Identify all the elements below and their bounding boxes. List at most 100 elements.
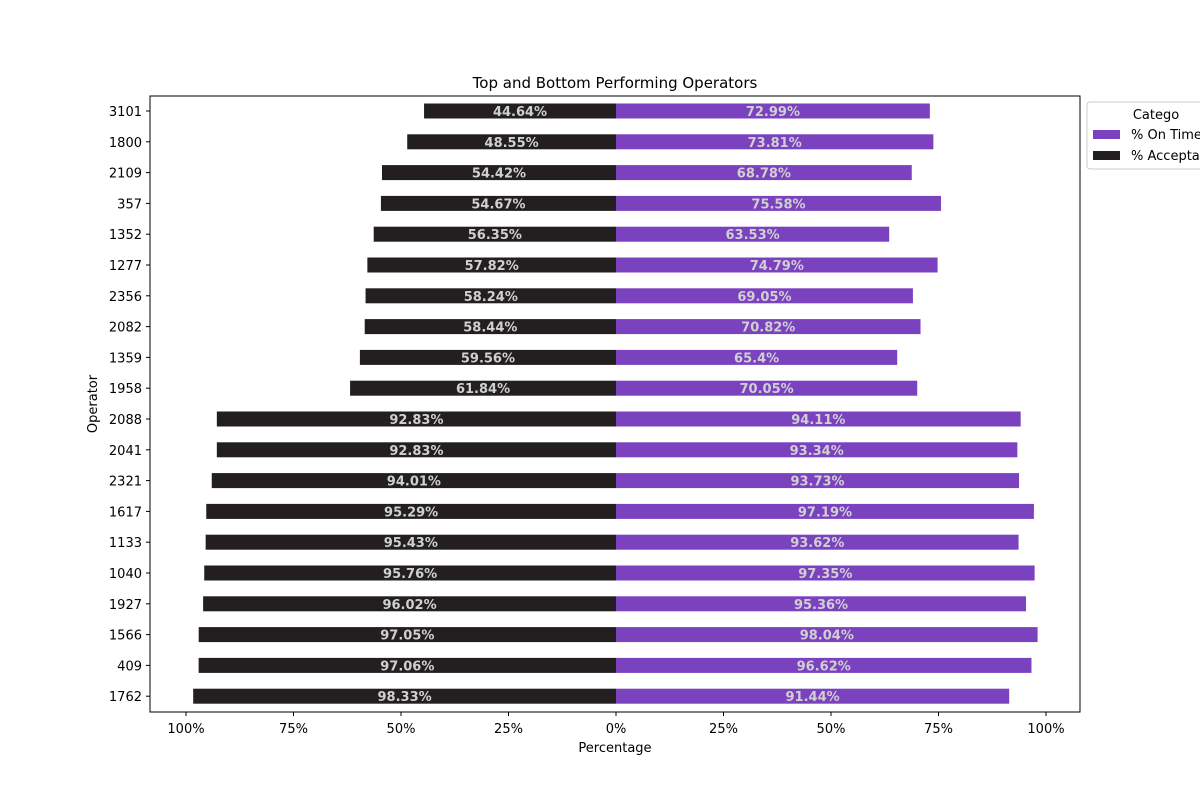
acceptance-bar — [359, 349, 616, 365]
on-time-bar — [616, 688, 1010, 704]
acceptance-bar-label: 95.29% — [384, 505, 438, 520]
on-time-bar — [616, 165, 912, 181]
legend: Catego % On Time % Accepta — [1086, 101, 1200, 170]
y-tick-label: 2041 — [109, 444, 142, 459]
x-tick-label: 75% — [924, 722, 953, 737]
on-time-bar-label: 75.58% — [751, 197, 805, 212]
acceptance-bar — [198, 657, 616, 673]
legend-swatch-on-time — [1093, 130, 1120, 139]
on-time-bar-label: 91.44% — [786, 690, 840, 705]
y-tick-label: 1566 — [109, 629, 142, 644]
acceptance-bar — [367, 257, 616, 273]
plot-frame — [149, 95, 1081, 713]
x-tick-label: 50% — [817, 722, 846, 737]
y-tick-label: 1617 — [109, 505, 142, 520]
acceptance-bar-label: 96.02% — [382, 598, 436, 613]
on-time-bar-label: 93.34% — [790, 444, 844, 459]
x-tick-label: 75% — [279, 722, 308, 737]
y-tick-label: 409 — [117, 659, 142, 674]
y-tick-label: 2109 — [109, 167, 142, 182]
on-time-bar-label: 72.99% — [746, 105, 800, 120]
on-time-bar — [616, 226, 890, 242]
on-time-bar — [616, 134, 934, 150]
acceptance-bar — [364, 319, 616, 335]
on-time-bar — [616, 257, 938, 273]
y-tick-label: 2321 — [109, 475, 142, 490]
y-tick-label: 1352 — [109, 228, 142, 243]
on-time-bar — [616, 349, 898, 365]
x-tick-label: 0% — [606, 722, 627, 737]
x-tick-label: 50% — [387, 722, 416, 737]
acceptance-bar-label: 54.67% — [471, 197, 525, 212]
y-tick-label: 1277 — [109, 259, 142, 274]
on-time-bar — [616, 319, 921, 335]
on-time-bar-label: 95.36% — [794, 598, 848, 613]
bars-layer: 44.64% 72.99% 48.55% 73.81% 54.42% 68.78% 54.6… — [193, 103, 1038, 705]
acceptance-bar — [206, 503, 617, 519]
on-time-bar-label: 98.04% — [800, 629, 854, 644]
on-time-bar-label: 97.19% — [798, 505, 852, 520]
chart-title: Top and Bottom Performing Operators — [472, 74, 758, 92]
on-time-bar — [616, 380, 918, 396]
on-time-bar-label: 63.53% — [726, 228, 780, 243]
y-tick-label: 1958 — [109, 382, 142, 397]
acceptance-bar-label: 97.05% — [380, 629, 434, 644]
acceptance-bar — [198, 627, 616, 643]
acceptance-bar — [193, 688, 616, 704]
x-axis-title: Percentage — [578, 741, 651, 756]
y-tick-label: 2082 — [109, 321, 142, 336]
on-time-bar — [616, 195, 941, 211]
acceptance-bar-label: 44.64% — [493, 105, 547, 120]
y-tick-label: 3101 — [109, 105, 142, 120]
on-time-bar-label: 93.73% — [790, 475, 844, 490]
acceptance-bar-label: 59.56% — [461, 351, 515, 366]
acceptance-bar — [424, 103, 616, 119]
on-time-bar-label: 74.79% — [750, 259, 804, 274]
y-tick-label: 1040 — [109, 567, 142, 582]
on-time-bar — [616, 288, 913, 304]
legend-swatch-acceptance — [1093, 151, 1120, 160]
acceptance-bar — [203, 596, 616, 612]
legend-title: Catego — [1133, 108, 1179, 123]
on-time-bar — [616, 442, 1018, 458]
acceptance-bar — [381, 165, 616, 181]
acceptance-bar — [373, 226, 616, 242]
x-tick-label: 100% — [1027, 722, 1064, 737]
x-tick-label: 100% — [167, 722, 204, 737]
acceptance-bar — [380, 195, 616, 211]
on-time-bar — [616, 627, 1038, 643]
on-time-bar — [616, 103, 930, 119]
acceptance-bar-label: 54.42% — [472, 167, 526, 182]
y-axis: 3101 1800 2109 357 1352 1277 2356 2082 1359 1958 2… — [109, 105, 150, 705]
y-axis-title: Operator — [86, 374, 101, 433]
y-tick-label: 1133 — [109, 536, 142, 551]
acceptance-bar-label: 94.01% — [387, 475, 441, 490]
acceptance-bar-label: 58.24% — [464, 290, 518, 305]
on-time-bar — [616, 503, 1034, 519]
on-time-bar — [616, 473, 1020, 489]
on-time-bar-label: 94.11% — [791, 413, 845, 428]
acceptance-bar — [407, 134, 616, 150]
on-time-bar-label: 73.81% — [748, 136, 802, 151]
acceptance-bar-label: 92.83% — [389, 444, 443, 459]
acceptance-bar — [365, 288, 616, 304]
y-tick-label: 357 — [117, 197, 142, 212]
acceptance-bar-label: 92.83% — [389, 413, 443, 428]
acceptance-bar — [350, 380, 616, 396]
on-time-bar — [616, 534, 1019, 550]
on-time-bar — [616, 657, 1032, 673]
acceptance-bar-label: 48.55% — [485, 136, 539, 151]
on-time-bar-label: 93.62% — [790, 536, 844, 551]
on-time-bar — [616, 596, 1027, 612]
acceptance-bar-label: 95.76% — [383, 567, 437, 582]
acceptance-bar-label: 56.35% — [468, 228, 522, 243]
y-tick-label: 1927 — [109, 598, 142, 613]
acceptance-bar-label: 97.06% — [380, 659, 434, 674]
acceptance-bar-label: 95.43% — [384, 536, 438, 551]
on-time-bar — [616, 411, 1021, 427]
y-tick-label: 1359 — [109, 351, 142, 366]
legend-label-on-time: % On Time — [1131, 128, 1200, 143]
on-time-bar-label: 68.78% — [737, 167, 791, 182]
x-axis: 100% 75% 50% 25% 0% 25% 50% 75% 100% — [167, 712, 1065, 737]
